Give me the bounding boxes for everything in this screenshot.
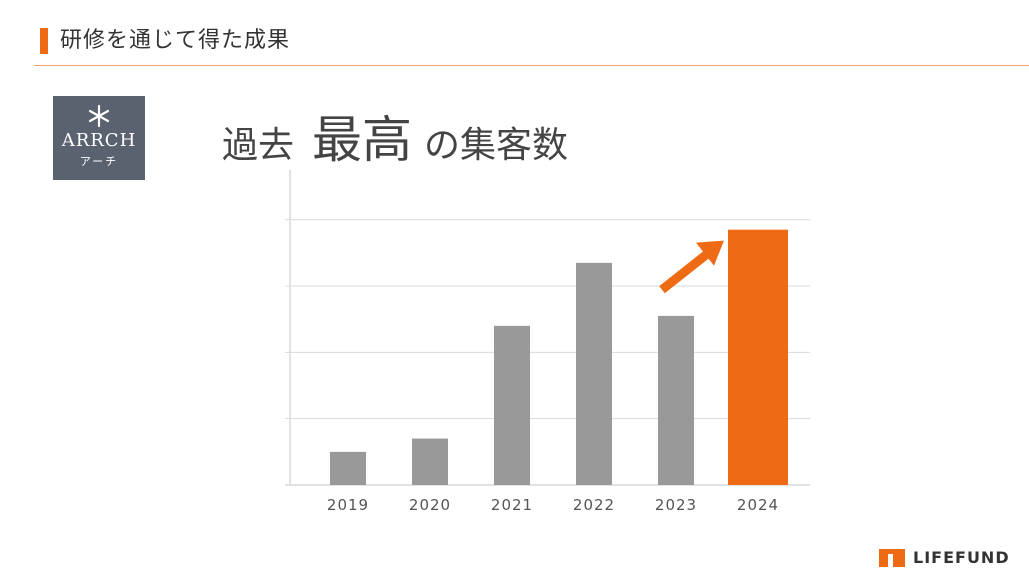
trend-arrow-shaft: [659, 248, 713, 294]
x-tick-label: 2022: [573, 496, 615, 514]
headline-emphasis: 最高: [312, 111, 413, 169]
header-accent-bar: [40, 28, 48, 54]
snowflake-icon: [88, 104, 110, 128]
headline-part3: の集客数: [424, 125, 569, 166]
headline-part1: 過去: [222, 125, 295, 166]
bar-2024: [728, 229, 788, 485]
bar-2019: [330, 451, 366, 485]
trend-arrow-head: [696, 240, 724, 266]
x-tick-label: 2019: [327, 496, 369, 514]
bar-2021: [494, 325, 530, 485]
logo-name: ARRCH: [61, 130, 137, 151]
bar-2022: [576, 262, 612, 485]
headline: 過去 最高 の集客数: [222, 100, 568, 170]
bar-2020: [412, 438, 448, 485]
x-tick-label: 2024: [737, 496, 779, 514]
arrch-logo: ARRCH アーチ: [53, 96, 145, 180]
page-title: 研修を通じて得た成果: [60, 28, 291, 53]
x-tick-label: 2021: [491, 496, 533, 514]
bar-2023: [658, 315, 694, 485]
lifefund-logo-icon: [879, 549, 905, 567]
logo-kana: アーチ: [79, 155, 119, 168]
brand-name: LIFEFUND: [913, 548, 1010, 567]
header-divider: [34, 65, 1029, 66]
x-tick-label: 2020: [409, 496, 451, 514]
x-tick-label: 2023: [655, 496, 697, 514]
